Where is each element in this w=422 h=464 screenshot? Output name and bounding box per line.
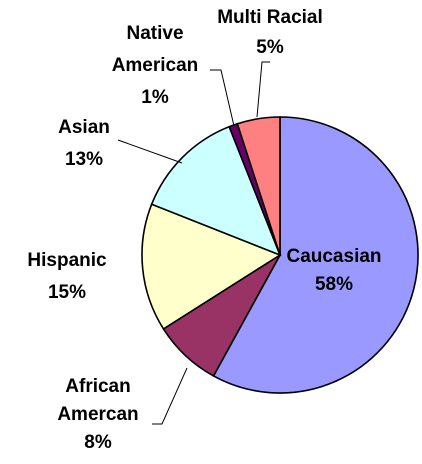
slice-value-label: 15% xyxy=(48,282,86,303)
leader-line xyxy=(210,69,235,127)
pie-slice-asian xyxy=(150,125,282,257)
slice-label: Native American 1% xyxy=(112,23,199,108)
slice-name-label: Caucasian xyxy=(286,246,381,267)
slice-label: Hispanic 15% xyxy=(27,250,107,303)
slice-value-label: 1% xyxy=(141,87,169,108)
slice-label: African Amercan 8% xyxy=(57,376,138,453)
pie-slice-caucasian xyxy=(212,116,419,394)
slice-value-label: 8% xyxy=(84,432,112,453)
slice-labels: Caucasian 58% African Amercan 8% Hispanic 15% A… xyxy=(27,7,381,453)
pie-slice-multi-racial xyxy=(236,116,281,256)
slice-value-label: 5% xyxy=(256,37,284,58)
slice-name-label: African xyxy=(65,376,130,397)
slice-name-label: Asian xyxy=(58,117,110,138)
pie-slices xyxy=(141,116,419,394)
slice-name-label: Hispanic xyxy=(27,250,107,271)
slice-name-label: Multi Racial xyxy=(217,7,323,28)
leader-line xyxy=(152,367,188,425)
slice-value-label: 13% xyxy=(65,149,103,170)
leader-line xyxy=(256,61,270,118)
pie-slice-hispanic xyxy=(141,203,282,331)
slice-name-label: Native xyxy=(126,23,183,44)
slice-label: Asian 13% xyxy=(58,117,110,170)
slice-value-label: 58% xyxy=(315,274,353,295)
leader-lines xyxy=(117,61,270,425)
slice-name-label: American xyxy=(112,55,199,76)
slice-label: Multi Racial 5% xyxy=(217,7,323,58)
slice-name-label: Amercan xyxy=(57,404,138,425)
slice-label: Caucasian 58% xyxy=(286,246,381,295)
leader-line xyxy=(117,139,183,164)
